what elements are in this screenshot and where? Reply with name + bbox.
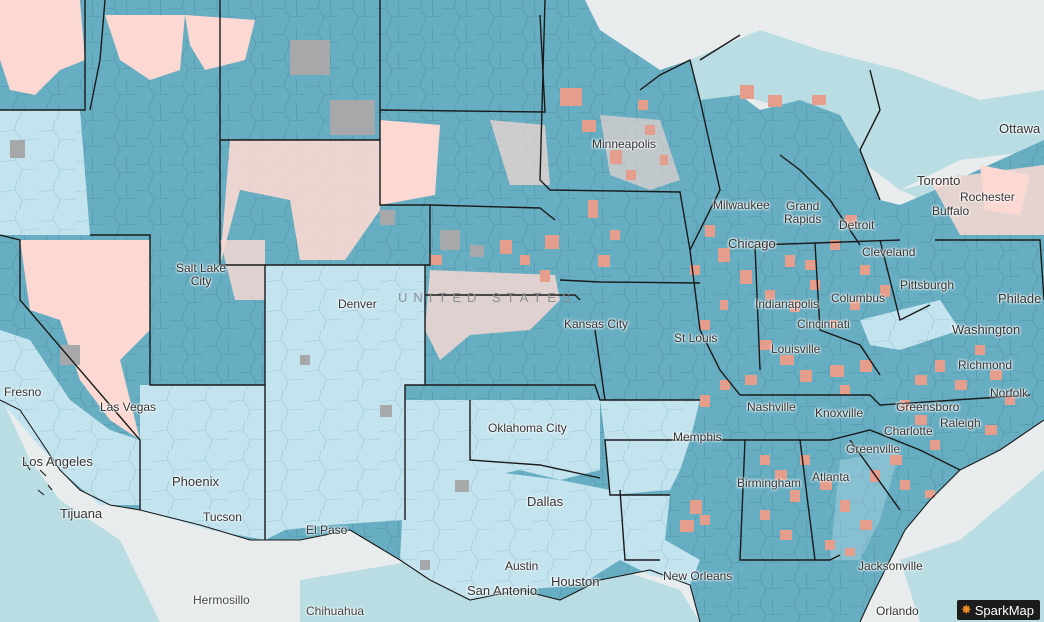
sparkmap-brand-text: SparkMap — [974, 602, 1034, 618]
sparkmap-attribution[interactable]: ✸ SparkMap — [956, 600, 1040, 620]
coastlines — [0, 399, 1044, 622]
pink-counties — [0, 0, 1044, 440]
atlantic-ocean — [900, 470, 1044, 622]
state-borders — [0, 0, 1044, 561]
great-lakes-region — [690, 30, 1044, 190]
high-value-counties — [430, 85, 1015, 556]
pacific-ocean — [0, 395, 160, 622]
sparkmap-star-icon: ✸ — [960, 602, 972, 617]
light-counties — [0, 110, 960, 600]
no-data-counties — [10, 40, 484, 570]
